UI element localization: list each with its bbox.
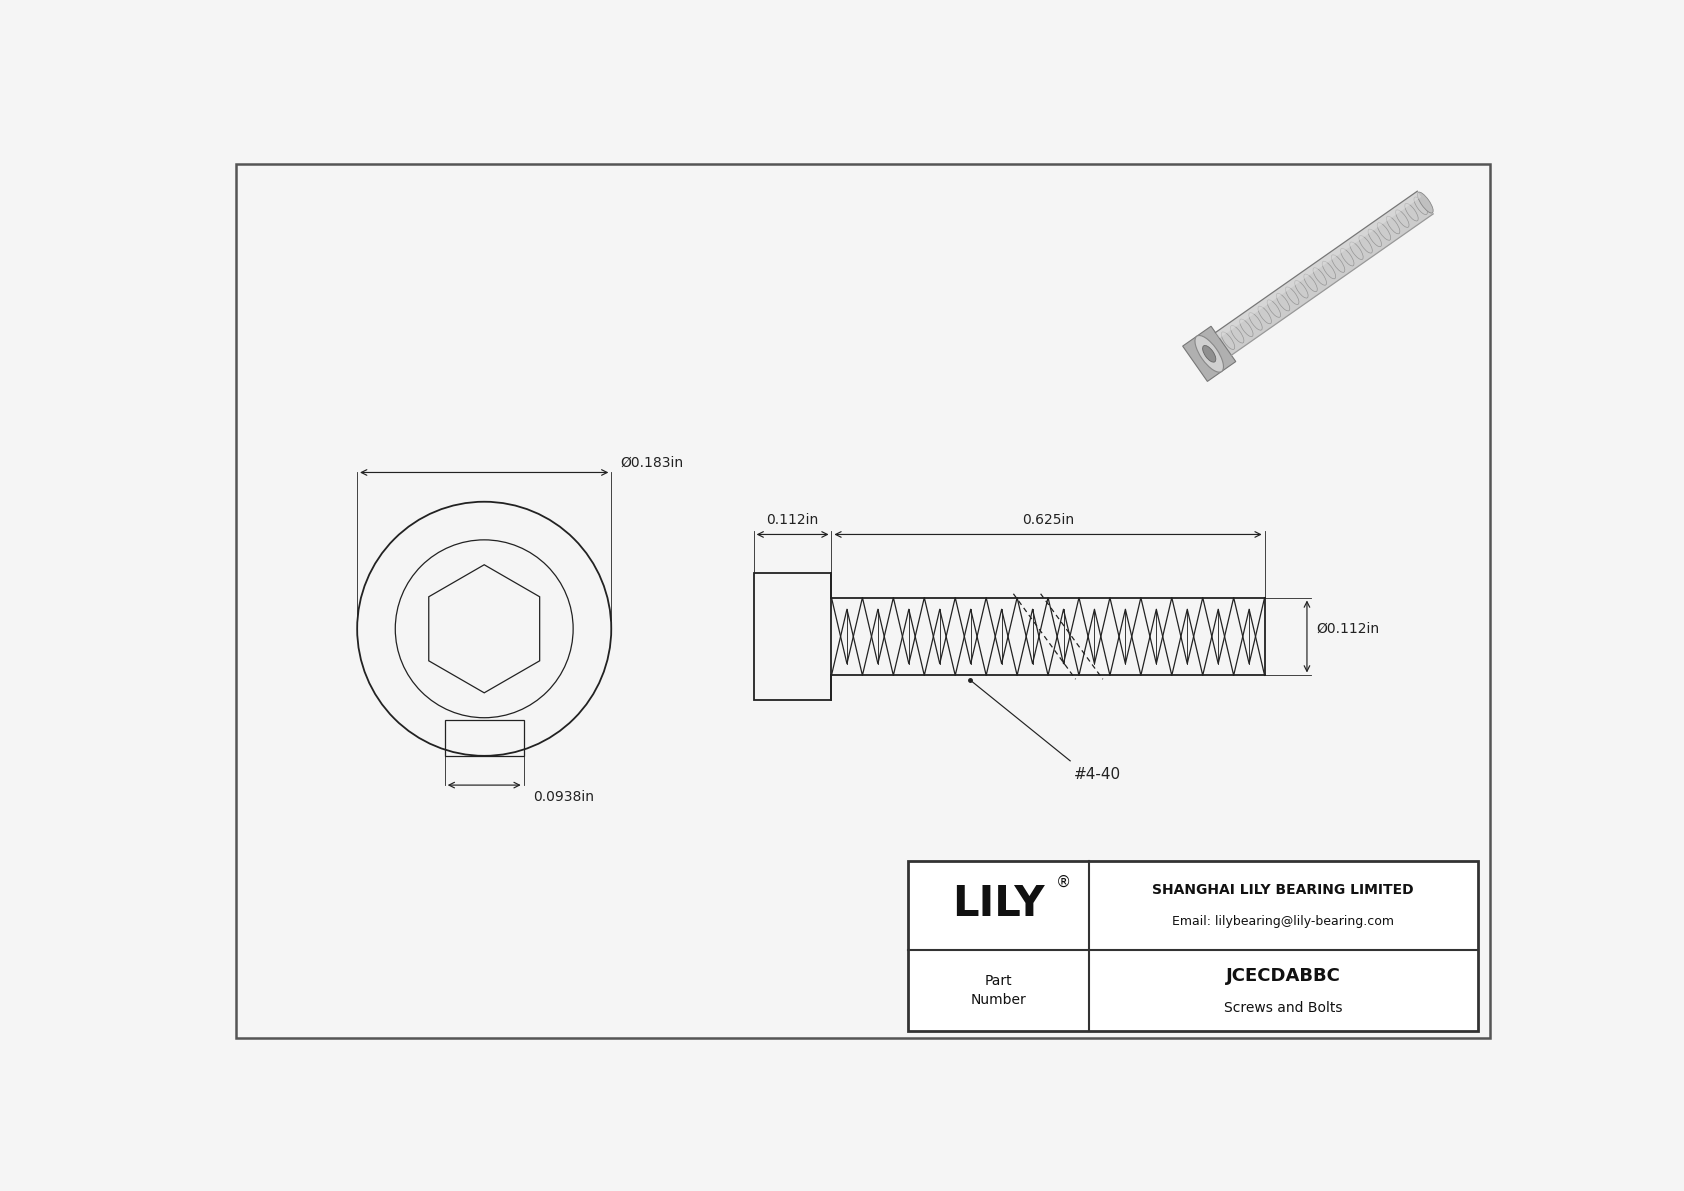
Text: 0.0938in: 0.0938in bbox=[532, 790, 594, 804]
Text: JCECDABBC: JCECDABBC bbox=[1226, 967, 1340, 985]
Text: SHANGHAI LILY BEARING LIMITED: SHANGHAI LILY BEARING LIMITED bbox=[1152, 883, 1415, 897]
Text: 0.112in: 0.112in bbox=[766, 513, 818, 526]
Polygon shape bbox=[1216, 192, 1421, 338]
Bar bbox=[445, 721, 524, 756]
Ellipse shape bbox=[1202, 345, 1216, 362]
Ellipse shape bbox=[1196, 336, 1224, 372]
Text: Screws and Bolts: Screws and Bolts bbox=[1224, 1002, 1342, 1015]
Text: Email: lilybearing@lily-bearing.com: Email: lilybearing@lily-bearing.com bbox=[1172, 915, 1394, 928]
Polygon shape bbox=[1216, 192, 1433, 355]
Text: Part
Number: Part Number bbox=[970, 973, 1026, 1008]
Text: Ø0.112in: Ø0.112in bbox=[1317, 622, 1379, 636]
Text: 0.625in: 0.625in bbox=[1022, 513, 1074, 526]
Ellipse shape bbox=[1418, 192, 1433, 213]
Text: Ø0.183in: Ø0.183in bbox=[620, 455, 684, 469]
Bar bbox=[754, 573, 832, 700]
Text: ®: ® bbox=[1056, 875, 1071, 890]
Text: #4-40: #4-40 bbox=[1074, 767, 1122, 782]
Bar bbox=[908, 861, 1477, 1030]
Text: LILY: LILY bbox=[951, 883, 1044, 925]
Polygon shape bbox=[1182, 326, 1236, 381]
